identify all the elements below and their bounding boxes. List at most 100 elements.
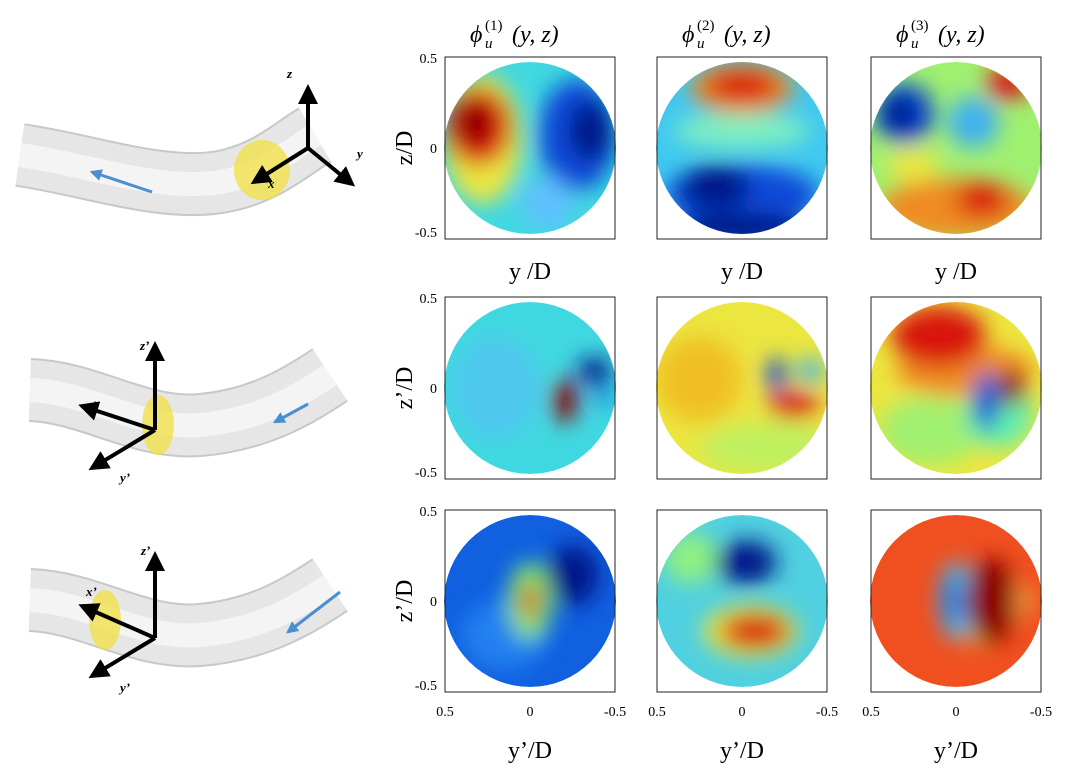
field-blob <box>956 182 1008 217</box>
field-blob <box>452 336 539 440</box>
y-tick-label: 0.5 <box>420 505 438 520</box>
field-blob <box>720 613 790 649</box>
field-blob <box>521 579 539 623</box>
axis-name: y’ <box>118 680 130 695</box>
title-sub: u <box>911 36 919 52</box>
y-tick-label: 0 <box>430 382 437 397</box>
title-args: (y, z) <box>724 22 771 48</box>
title-symbol: ϕ <box>896 22 908 48</box>
field-blobs <box>874 66 1034 234</box>
y-tick-label: 0 <box>430 595 437 610</box>
title-sup: (1) <box>485 18 503 34</box>
axis-name: z’ <box>139 338 149 353</box>
field-blob <box>944 575 959 627</box>
field-blob <box>986 66 1030 101</box>
mode-panel <box>656 515 828 687</box>
field-blob <box>673 113 811 148</box>
y-tick-label: -0.5 <box>415 466 437 481</box>
y-tick-label: 0 <box>430 142 437 157</box>
panel-frame <box>444 296 616 480</box>
x-tick-label: 0 <box>953 705 960 720</box>
x-tick-label: 0.5 <box>436 705 454 720</box>
axis-arrow <box>250 146 310 185</box>
x-axis-label: y /D <box>721 259 763 285</box>
pipe-highlight <box>29 365 337 438</box>
field-blobs <box>461 545 599 670</box>
field-blob <box>521 178 573 230</box>
mode-panel <box>870 302 1042 474</box>
axis-arrow <box>88 428 157 471</box>
mode-panel <box>444 302 616 474</box>
mode-panel <box>656 62 828 234</box>
x-axis-label: y /D <box>935 259 977 285</box>
axis-name: y’ <box>118 470 130 485</box>
axis-name: x’ <box>85 398 97 413</box>
panel-frame <box>870 296 1042 480</box>
field-blob <box>551 379 578 423</box>
mode-panel <box>870 62 1042 234</box>
axis-arrow <box>78 603 156 640</box>
panel-frame <box>444 56 616 240</box>
title-sup: (3) <box>911 18 929 34</box>
field-blob <box>947 96 999 148</box>
title-sub: u <box>697 36 705 52</box>
cross-section <box>142 395 174 455</box>
mode-panel <box>870 515 1042 687</box>
x-tick-label: -0.5 <box>816 705 838 720</box>
field-blob <box>681 165 751 209</box>
field-blobs <box>664 532 798 657</box>
field-blobs <box>878 306 1034 466</box>
cross-section <box>234 140 290 200</box>
axis-name: x’ <box>85 584 97 599</box>
field-blob <box>878 178 1034 234</box>
y-tick-label: -0.5 <box>415 679 437 694</box>
x-tick-label: -0.5 <box>1030 705 1052 720</box>
panel-frame <box>870 509 1042 693</box>
axis-name: z’ <box>140 543 150 558</box>
field-blob <box>594 389 612 404</box>
field-blob <box>797 357 824 384</box>
field-blob <box>707 70 777 102</box>
axis-arrow <box>88 636 157 679</box>
title-symbol: ϕ <box>682 22 694 48</box>
title-args: (y, z) <box>938 22 985 48</box>
field-blob <box>999 369 1025 407</box>
pipe-highlight <box>18 124 322 197</box>
panel-frame <box>870 56 1042 240</box>
panel-frame <box>444 509 616 693</box>
field-blobs <box>938 558 1034 644</box>
mode-panel <box>444 515 616 687</box>
x-axis-label: y’/D <box>508 738 552 764</box>
x-tick-label: 0.5 <box>862 705 880 720</box>
x-axis-label: y’/D <box>934 738 978 764</box>
title-args: (y, z) <box>512 22 559 48</box>
axis-name: x <box>267 176 275 191</box>
field-blob <box>577 357 612 384</box>
field-blobs <box>452 336 612 440</box>
y-axis-label: z’/D <box>392 367 418 410</box>
axis-name: z <box>286 66 293 81</box>
x-tick-label: 0.5 <box>648 705 666 720</box>
panel-frame <box>656 56 828 240</box>
field-blob <box>878 396 982 466</box>
pipe-diagram: z’ x’ y’ <box>27 543 348 695</box>
mode-panel <box>444 62 616 234</box>
field-blob <box>767 392 820 419</box>
field-blob <box>699 422 828 474</box>
field-blob <box>673 212 811 234</box>
field-blob <box>891 306 987 367</box>
field-blob <box>973 370 999 431</box>
y-axis-label: z/D <box>392 131 418 166</box>
flow-arrow <box>272 402 309 424</box>
field-blob <box>716 540 777 584</box>
y-tick-label: 0.5 <box>420 292 438 307</box>
field-blobs <box>664 62 820 234</box>
field-blob <box>882 96 918 131</box>
field-blob <box>964 558 1017 644</box>
panel-frame <box>656 509 828 693</box>
field-blob <box>568 100 612 161</box>
panel-frame <box>656 296 828 480</box>
title-sup: (2) <box>697 18 715 34</box>
x-tick-label: 0 <box>527 705 534 720</box>
pipe-diagram: z y x <box>15 66 363 217</box>
